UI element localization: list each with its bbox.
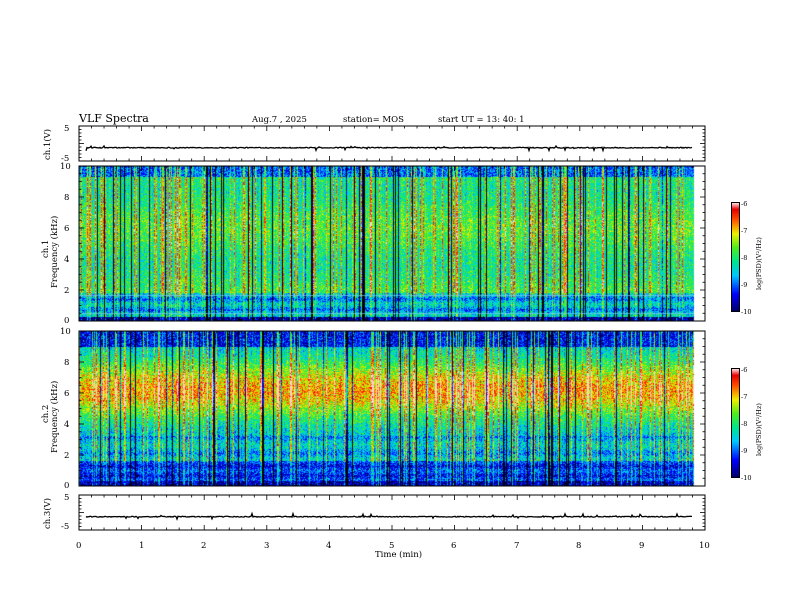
ch3-waveform-panel-frame (78, 494, 706, 531)
ch1-spectrogram-panel-frame (78, 165, 706, 322)
spec2-ytick-2: 2 (64, 451, 70, 461)
ch2-spectrogram-image (79, 331, 705, 486)
xtick-3: 3 (264, 541, 270, 551)
cb1-tick-neg10: -10 (741, 308, 752, 316)
spec1-ytick-0: 0 (64, 316, 70, 326)
figure-title: VLF Spectra (79, 112, 149, 125)
cb2-tick-neg7: -7 (741, 393, 748, 401)
xtick-2: 2 (201, 541, 207, 551)
cb2-tick-neg9: -9 (741, 447, 748, 455)
ch2-spectrogram-panel-frame (78, 330, 706, 487)
date-label: Aug.7 , 2025 (252, 115, 307, 125)
spec2-ytick-4: 4 (64, 420, 70, 430)
cb1-tick-neg9: -9 (741, 281, 748, 289)
cb2-tick-neg8: -8 (741, 420, 748, 428)
start-time-label: start UT = 13: 40: 1 (438, 115, 525, 125)
xtick-6: 6 (451, 541, 457, 551)
ch2-colorbar (731, 368, 740, 478)
xtick-4: 4 (326, 541, 332, 551)
station-label: station= MOS (343, 115, 404, 125)
ch3-ytick-5: 5 (64, 493, 70, 503)
ch3-waveform-ylabel: ch.3(V) (43, 497, 53, 529)
xtick-9: 9 (639, 541, 645, 551)
ch1-ytick-5: 5 (64, 124, 70, 134)
ch1-ytick-neg5: -5 (61, 154, 70, 164)
cb1-tick-neg7: -7 (741, 227, 748, 235)
spec1-ytick-10: 10 (60, 162, 71, 172)
ch1-spectrogram-image (79, 166, 705, 321)
ch1-waveform-trace (85, 144, 693, 153)
wave1-path (85, 144, 693, 153)
cb1-tick-neg8: -8 (741, 254, 748, 262)
spec1-ytick-4: 4 (64, 255, 70, 265)
ch1-waveform-panel-frame (78, 125, 706, 162)
cb2-tick-neg6: -6 (741, 366, 748, 374)
cb2-tick-neg10: -10 (741, 474, 752, 482)
spec2-ytick-6: 6 (64, 389, 70, 399)
spec1-ytick-6: 6 (64, 224, 70, 234)
ch3-ytick-neg5: -5 (61, 522, 70, 532)
spec2-ytick-10: 10 (60, 327, 71, 337)
spec2-ylabel-frequency: Frequency (kHz) (50, 380, 60, 453)
xtick-5: 5 (389, 541, 395, 551)
ch1-colorbar (731, 202, 740, 312)
ch1-waveform-ylabel: ch.1(V) (43, 128, 53, 160)
spec1-ylabel-frequency: Frequency (kHz) (50, 215, 60, 288)
spec1-ytick-2: 2 (64, 286, 70, 296)
cb1-tick-neg6: -6 (741, 200, 748, 208)
spec2-ytick-8: 8 (64, 358, 70, 368)
xtick-8: 8 (576, 541, 582, 551)
wave3-path (85, 511, 693, 521)
xtick-10: 10 (699, 541, 710, 551)
xtick-7: 7 (514, 541, 520, 551)
cb1-label: log(PSD)(V²/Hz) (755, 237, 763, 290)
spec1-ytick-8: 8 (64, 193, 70, 203)
xtick-1: 1 (139, 541, 145, 551)
xtick-0: 0 (76, 541, 82, 551)
ch3-waveform-trace (85, 511, 693, 521)
spec2-ytick-0: 0 (64, 481, 70, 491)
cb2-label: log(PSD)(V²/Hz) (755, 403, 763, 456)
x-axis-label: Time (min) (375, 550, 423, 560)
